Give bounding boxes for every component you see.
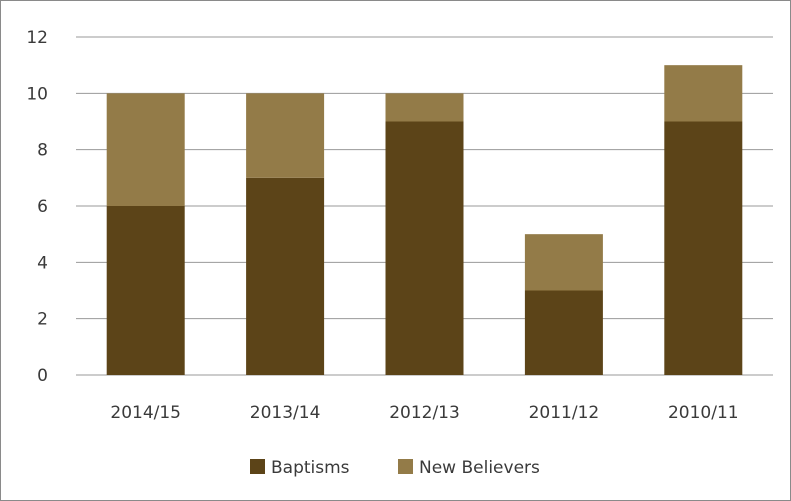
bar-new-believers-2011-12 [524, 234, 603, 291]
bar-baptisms-2013-14 [246, 177, 325, 375]
y-tick-label: 2 [37, 310, 48, 330]
x-axis-tick-labels: 2014/15 2013/14 2012/13 2011/12 2010/11 [110, 403, 738, 423]
x-tick-label: 2013/14 [250, 403, 321, 423]
x-tick-label: 2011/12 [529, 403, 600, 423]
bar-new-believers-2013-14 [246, 93, 325, 178]
x-tick-label: 2014/15 [110, 403, 181, 423]
legend-swatch-new-believers [398, 459, 413, 474]
y-tick-label: 4 [37, 253, 48, 273]
x-tick-label: 2012/13 [389, 403, 460, 423]
bar-new-believers-2012-13 [385, 93, 464, 122]
legend-swatch-baptisms [250, 459, 265, 474]
y-tick-label: 0 [37, 366, 48, 386]
bars [106, 65, 743, 375]
bar-new-believers-2010-11 [664, 65, 743, 122]
y-axis-tick-labels: 0 2 4 6 8 10 12 [26, 28, 48, 386]
bar-baptisms-2012-13 [385, 121, 464, 375]
legend: Baptisms New Believers [250, 458, 540, 478]
y-tick-label: 8 [37, 141, 48, 161]
legend-label-baptisms: Baptisms [271, 458, 350, 478]
y-tick-label: 10 [26, 84, 48, 104]
y-tick-label: 12 [26, 28, 48, 48]
legend-label-new-believers: New Believers [419, 458, 540, 478]
bar-baptisms-2011-12 [524, 290, 603, 375]
bar-new-believers-2014-15 [106, 93, 185, 206]
x-tick-label: 2010/11 [668, 403, 739, 423]
bar-baptisms-2014-15 [106, 206, 185, 375]
bar-baptisms-2010-11 [664, 121, 743, 375]
y-tick-label: 6 [37, 197, 48, 217]
